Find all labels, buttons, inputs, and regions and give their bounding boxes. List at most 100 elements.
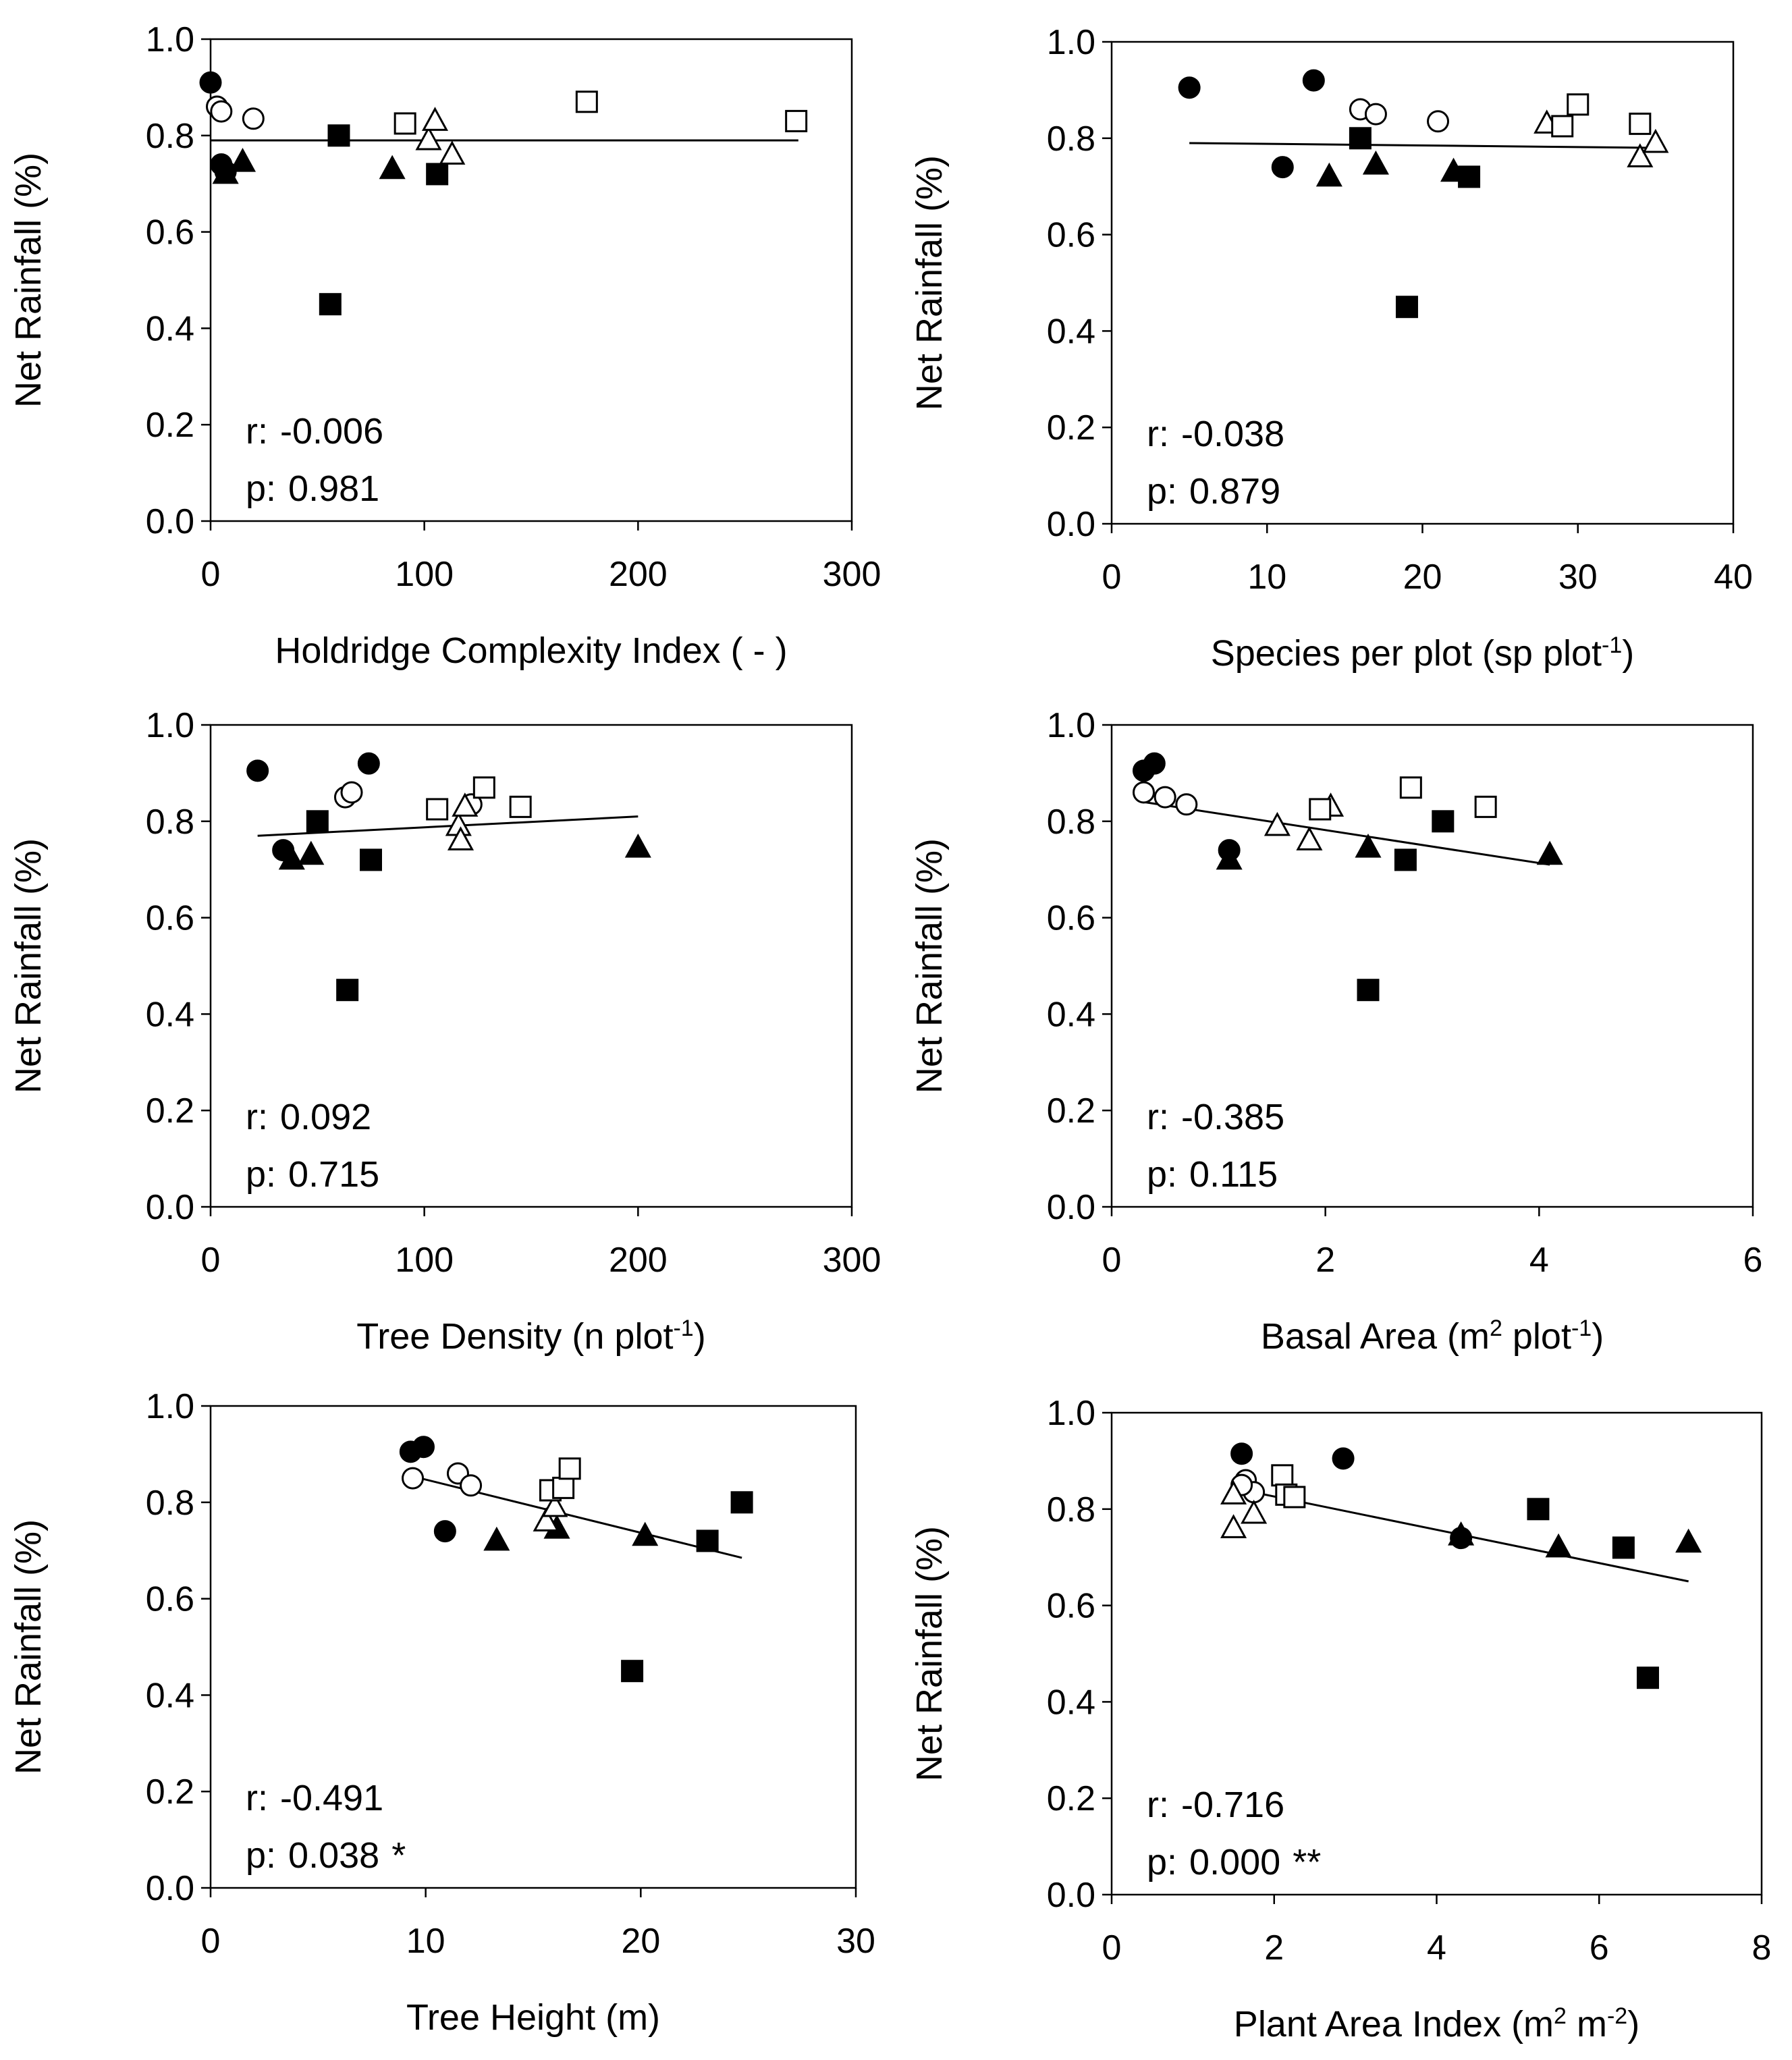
x-tick-label: 4 xyxy=(1427,1928,1446,1968)
y-axis-title: Net Rainfall (%) xyxy=(909,155,950,410)
x-axis-title-text: m xyxy=(1567,2004,1607,2044)
x-tick-label: 300 xyxy=(823,1241,881,1280)
data-point-filled-square xyxy=(1395,296,1418,319)
y-axis-title: Net Rainfall (%) xyxy=(909,1526,950,1781)
data-point-filled-square xyxy=(1458,165,1481,188)
x-tick-label: 0 xyxy=(1102,1241,1122,1280)
data-point-filled-circle xyxy=(1178,76,1201,99)
y-tick-label: 0.0 xyxy=(146,502,194,541)
data-point-open-square xyxy=(1629,112,1652,135)
x-axis-title-superscript: -1 xyxy=(1571,1316,1592,1341)
x-axis-title-superscript: 2 xyxy=(1554,2003,1567,2029)
y-axis-title: Net Rainfall (%) xyxy=(8,838,49,1093)
data-point-open-triangle xyxy=(421,107,449,131)
data-point-filled-square xyxy=(1432,810,1455,833)
data-point-open-triangle xyxy=(541,1492,568,1517)
p-label: p: xyxy=(1147,1154,1177,1195)
y-tick-label: 0.0 xyxy=(146,1869,194,1908)
data-point-open-triangle xyxy=(1220,1514,1247,1538)
y-tick-label: 0.2 xyxy=(1047,1779,1095,1818)
r-label: r: xyxy=(1147,1097,1169,1137)
p-statistic: p: 0.038 * xyxy=(246,1835,406,1876)
p-label: p: xyxy=(1147,1842,1177,1882)
data-point-filled-square xyxy=(1527,1498,1550,1521)
r-statistic: r: -0.491 xyxy=(246,1778,383,1818)
chart-panel-2: 0.0 0.2 0.4 0.6 0.8 1.0 0 10 20 30 40 Net Rainfall … xyxy=(909,23,1753,674)
data-point-filled-square xyxy=(1349,127,1372,150)
x-tick-label: 0 xyxy=(1102,558,1122,597)
r-value: 0.092 xyxy=(280,1097,371,1137)
data-point-filled-triangle xyxy=(1675,1528,1702,1553)
data-point-open-circle xyxy=(1364,103,1387,126)
y-tick-label: 0.8 xyxy=(1047,119,1095,159)
p-value: 0.000 xyxy=(1189,1842,1280,1882)
r-statistic: r: -0.038 xyxy=(1147,414,1284,454)
y-axis-title: Net Rainfall (%) xyxy=(8,153,49,408)
x-axis-title-text: plot xyxy=(1502,1316,1571,1357)
x-tick-label: 30 xyxy=(1558,558,1598,597)
y-tick-label: 1.0 xyxy=(146,20,194,59)
data-point-filled-square xyxy=(426,163,449,186)
x-tick-label: 100 xyxy=(395,1241,454,1280)
p-value: 0.715 xyxy=(288,1154,379,1195)
y-tick-label: 1.0 xyxy=(1047,23,1095,62)
x-axis-title: Basal Area (m2 plot-1) xyxy=(1261,1316,1604,1357)
x-axis-title: Plant Area Index (m2 m-2) xyxy=(1234,2003,1639,2044)
x-axis-title-text: ) xyxy=(1627,2004,1639,2044)
data-point-open-circle xyxy=(242,107,265,130)
data-point-open-triangle xyxy=(439,140,466,165)
p-statistic: p: 0.981 xyxy=(246,468,379,509)
x-axis-title-text: Tree Density (n plot xyxy=(356,1316,673,1357)
y-tick-label: 0.6 xyxy=(1047,899,1095,938)
y-tick-label: 1.0 xyxy=(1047,1394,1095,1433)
r-label: r: xyxy=(1147,414,1169,454)
r-statistic: r: -0.006 xyxy=(246,411,383,452)
y-tick-label: 0.6 xyxy=(146,1580,194,1619)
data-point-filled-square xyxy=(336,979,359,1002)
data-point-open-square xyxy=(509,795,532,818)
data-point-filled-triangle xyxy=(632,1521,659,1546)
x-tick-label: 30 xyxy=(836,1922,875,1961)
y-tick-label: 0.8 xyxy=(1047,803,1095,842)
x-axis-title-text: ) xyxy=(694,1316,706,1357)
x-axis-title-superscript: 2 xyxy=(1490,1316,1502,1341)
p-statistic: p: 0.715 xyxy=(246,1154,379,1195)
y-tick-label: 0.8 xyxy=(146,803,194,842)
x-tick-label: 10 xyxy=(406,1922,445,1961)
r-label: r: xyxy=(246,411,268,452)
y-axis-title: Net Rainfall (%) xyxy=(909,838,950,1093)
x-axis-title-text: Plant Area Index (m xyxy=(1234,2004,1554,2044)
x-axis-title-text: Basal Area (m xyxy=(1261,1316,1490,1357)
data-point-filled-circle xyxy=(246,759,269,782)
data-point-filled-triangle xyxy=(1362,150,1389,175)
p-label: p: xyxy=(1147,471,1177,512)
x-axis-title-superscript: -1 xyxy=(673,1316,693,1341)
x-tick-label: 4 xyxy=(1529,1241,1549,1280)
x-axis-title: Species per plot (sp plot-1) xyxy=(1211,632,1635,674)
data-point-filled-square xyxy=(1394,848,1417,871)
data-point-filled-triangle xyxy=(624,833,651,858)
data-point-filled-triangle xyxy=(212,159,239,184)
plot-frame xyxy=(209,38,853,522)
p-value: 0.981 xyxy=(288,468,379,509)
data-point-open-circle xyxy=(1427,110,1450,133)
data-point-filled-triangle xyxy=(483,1526,510,1551)
data-point-filled-circle xyxy=(1302,69,1325,92)
significance-marker: ** xyxy=(1293,1842,1321,1882)
r-value: -0.716 xyxy=(1181,1785,1284,1825)
plot-frame xyxy=(209,724,853,1208)
data-point-filled-square xyxy=(696,1529,719,1552)
x-tick-label: 0 xyxy=(201,1922,221,1961)
data-point-open-circle xyxy=(1133,781,1155,804)
data-point-filled-triangle xyxy=(1448,1521,1475,1546)
x-axis-title: Tree Height (m) xyxy=(406,1997,660,2038)
chart-panel-5: 0.0 0.2 0.4 0.6 0.8 1.0 0 10 20 30 Net Rainfall (%… xyxy=(8,1387,875,2038)
data-point-open-square xyxy=(552,1476,575,1499)
data-point-open-circle xyxy=(402,1467,425,1490)
y-tick-label: 0.2 xyxy=(146,1091,194,1131)
x-axis-title-text: Tree Height (m) xyxy=(406,1997,660,2038)
data-point-open-circle xyxy=(210,100,233,123)
trend-line xyxy=(257,815,639,837)
x-axis-title-text: Holdridge Complexity Index ( - ) xyxy=(275,630,787,671)
